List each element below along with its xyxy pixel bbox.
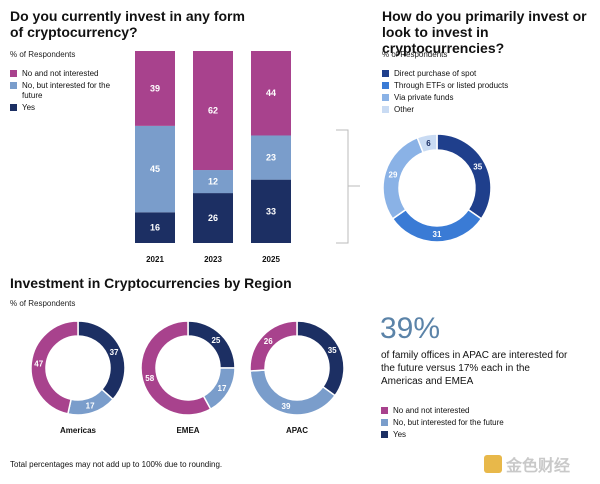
x-tick-2021: 2021 [146,255,164,264]
x-tick-2025: 2025 [262,255,280,264]
chart2-subtitle: % of Respondents [382,50,448,59]
legend-swatch-direct [382,70,389,77]
region-emea-label-2: 58 [145,374,154,383]
region-americas-slice-0 [77,320,126,401]
bar-2025-future [251,135,291,180]
chart3-subtitle: % of Respondents [10,299,76,308]
method-label-2: 29 [389,171,398,180]
watermark-logo-icon [484,455,502,473]
region-apac-label-2: 26 [264,337,273,346]
region-name-apac: APAC [286,426,308,435]
region-emea-slice-2 [140,320,212,416]
legend-swatch-yes-region [381,431,388,438]
legend-item-direct: Direct purchase of spot [382,69,592,79]
bar-2023-no [193,51,233,171]
watermark-text: 金色财经 [506,458,571,475]
method-label-1: 31 [433,230,442,239]
stat-text: of family offices in APAC are interested… [381,350,568,387]
x-tick-2023: 2023 [204,255,222,264]
legend-item-yes: Yes [10,103,120,113]
region-name-emea: EMEA [176,426,199,435]
method-slice-0 [436,133,492,220]
region-americas-slice-2 [30,320,79,415]
legend-label-private: Via private funds [394,93,454,102]
bar-2025-no [251,51,291,136]
region-americas-slice-1 [66,388,115,416]
bar-label-2023-future: 12 [208,177,218,187]
legend-label-future: No, but interested for the future [22,81,111,100]
bar-label-2021-future: 45 [150,164,160,174]
stat-value: 39% [380,312,441,345]
legend-label-yes: Yes [22,103,36,112]
bracket-connector [336,129,360,244]
legend-swatch-future-region [381,419,388,426]
legend-item-future: No, but interested for the future [10,81,120,101]
region-emea-label-0: 25 [211,336,220,345]
legend-label-no: No and not interested [22,69,99,78]
legend-label-direct: Direct purchase of spot [394,69,477,78]
region-apac-label-1: 39 [282,402,291,411]
region-americas-label-2: 47 [34,360,43,369]
legend-swatch-etf [382,82,389,89]
legend-swatch-yes [10,104,17,111]
legend-item-future-region: No, but interested for the future [381,418,591,428]
chart3-title: Investment in Cryptocurrencies by Region [10,275,292,291]
bar-label-2025-future: 23 [266,153,276,163]
bar-2023-future [193,170,233,194]
legend-label-other: Other [394,105,415,114]
legend-label-etf: Through ETFs or listed products [394,81,509,90]
region-americas-label-0: 37 [110,348,119,357]
bar-2021-future [135,125,175,213]
chart2-legend: Direct purchase of spot Through ETFs or … [382,69,592,117]
legend-item-yes-region: Yes [381,430,591,440]
chart1-title: Do you currently invest in any form of c… [10,8,245,40]
legend-swatch-private [382,94,389,101]
chart2-title: How do you primarily invest or look to i… [382,8,587,56]
bar-label-2021-yes: 16 [150,223,160,233]
bar-label-2025-yes: 33 [266,206,276,216]
legend-swatch-no [10,70,17,77]
method-slice-1 [391,208,483,243]
method-slice-3 [416,133,438,154]
watermark: 金色财经 [484,452,570,476]
legend-item-private: Via private funds [382,93,592,103]
legend-item-other: Other [382,105,592,115]
legend-label-future-region: No, but interested for the future [393,418,504,427]
legend-swatch-future [10,82,17,89]
bar-label-2023-yes: 26 [208,213,218,223]
method-label-3: 6 [426,139,431,148]
legend-item-etf: Through ETFs or listed products [382,81,592,91]
chart1-legend: No and not interested No, but interested… [10,69,120,115]
region-emea-label-1: 17 [218,384,227,393]
legend-swatch-no-region [381,407,388,414]
method-label-0: 35 [473,163,482,172]
region-apac-slice-2 [249,320,298,372]
chart3-legend: No and not interested No, but interested… [381,406,591,442]
bar-label-2023-no: 62 [208,106,218,116]
region-emea-slice-1 [202,367,236,411]
legend-label-yes-region: Yes [393,430,407,439]
legend-item-no-region: No and not interested [381,406,591,416]
footnote: Total percentages may not add up to 100%… [10,460,223,469]
region-emea-slice-0 [187,320,236,369]
region-apac-label-0: 35 [328,346,337,355]
region-apac-slice-0 [296,320,345,397]
method-slice-2 [382,136,425,220]
bar-2023-yes [193,193,233,243]
bar-2025-yes [251,179,291,243]
region-name-americas: Americas [60,426,97,435]
legend-swatch-other [382,106,389,113]
legend-label-no-region: No and not interested [393,406,470,415]
region-americas-label-1: 17 [86,402,95,411]
bar-2021-no [135,51,175,126]
chart1-subtitle: % of Respondents [10,50,76,59]
region-apac-slice-1 [249,369,337,416]
bar-label-2025-no: 44 [266,88,276,98]
bar-2021-yes [135,212,175,243]
bar-label-2021-no: 39 [150,83,160,93]
legend-item-no: No and not interested [10,69,120,79]
